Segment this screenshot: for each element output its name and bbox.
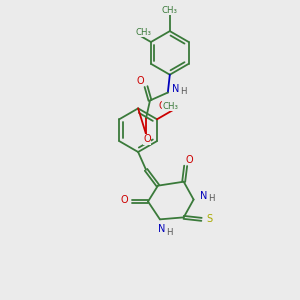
Text: CH₃: CH₃ [135,28,151,37]
Text: O: O [186,155,194,165]
Text: CH₃: CH₃ [162,6,178,15]
Text: N: N [158,224,166,234]
Text: CH₃: CH₃ [163,102,179,111]
Text: H: H [208,194,215,203]
Text: S: S [206,214,212,224]
Text: N: N [172,84,179,94]
Text: O: O [120,194,128,205]
Text: H: H [180,87,187,96]
Text: O: O [158,101,166,111]
Text: H: H [167,228,173,237]
Text: O: O [136,76,144,85]
Text: O: O [143,134,151,144]
Text: N: N [200,190,207,201]
